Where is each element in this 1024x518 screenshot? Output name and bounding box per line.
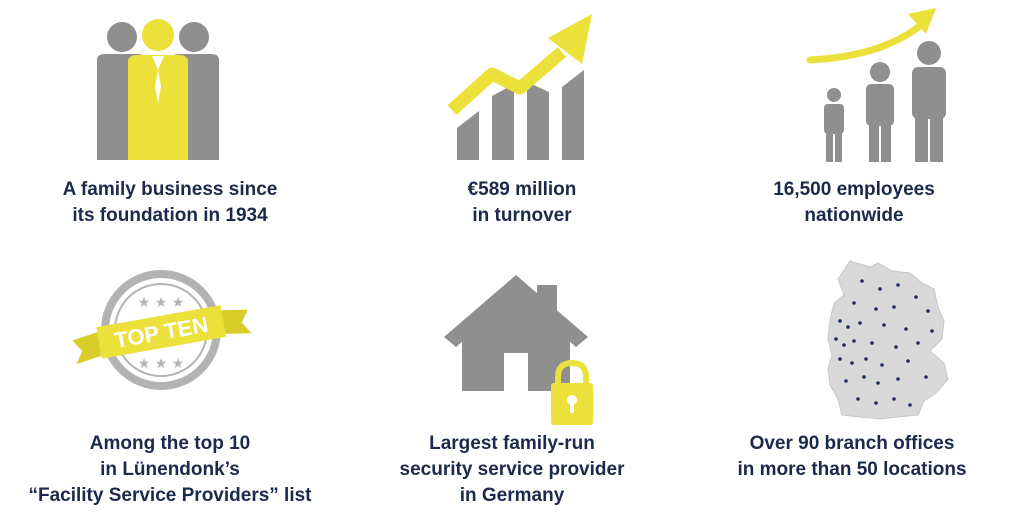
fact-tile-top-ten: ★ ★ ★ ★ ★ ★ TOP TEN Among the top 10 in … <box>0 259 340 518</box>
caption-line: nationwide <box>804 205 904 226</box>
caption-line: Among the top 10 <box>89 433 251 454</box>
caption-line: Over 90 branch offices <box>749 433 955 454</box>
caption-line: “Facility Service Providers” list <box>28 485 312 506</box>
caption-line: in turnover <box>472 205 572 226</box>
germany-map-icon <box>682 259 1022 439</box>
caption-line: in Germany <box>459 485 565 506</box>
growing-employees-icon <box>684 0 1024 180</box>
house-lock-icon <box>342 259 682 439</box>
caption-line: Largest family-run <box>429 433 595 454</box>
fact-caption: 16,500 employees nationwide <box>684 177 1024 229</box>
caption-line: A family business since <box>62 179 278 200</box>
fact-caption: Largest family-run security service prov… <box>342 431 682 509</box>
fact-tile-security-provider: Largest family-run security service prov… <box>342 259 682 518</box>
svg-text:★ ★ ★: ★ ★ ★ <box>138 356 185 372</box>
caption-line: in more than 50 locations <box>737 459 967 480</box>
caption-line: its foundation in 1934 <box>72 205 268 226</box>
fact-caption: A family business since its foundation i… <box>0 177 340 229</box>
fact-tile-branch-offices: Over 90 branch offices in more than 50 l… <box>682 259 1022 518</box>
caption-line: in Lünendonk’s <box>100 459 240 480</box>
top-ten-seal-icon: ★ ★ ★ ★ ★ ★ TOP TEN <box>0 259 340 439</box>
caption-line: €589 million <box>467 179 577 200</box>
growth-chart-icon <box>352 0 692 180</box>
fact-tile-employees: 16,500 employees nationwide <box>684 0 1024 259</box>
caption-line: 16,500 employees <box>773 179 935 200</box>
family-business-people-icon <box>0 0 340 180</box>
fact-tile-family-business: A family business since its foundation i… <box>0 0 340 259</box>
svg-text:★ ★ ★: ★ ★ ★ <box>138 295 185 311</box>
fact-caption: Among the top 10 in Lünendonk’s “Facilit… <box>0 431 340 509</box>
fact-caption: €589 million in turnover <box>352 177 692 229</box>
caption-line: security service provider <box>399 459 625 480</box>
fact-caption: Over 90 branch offices in more than 50 l… <box>682 431 1022 483</box>
fact-tile-turnover: €589 million in turnover <box>352 0 692 259</box>
